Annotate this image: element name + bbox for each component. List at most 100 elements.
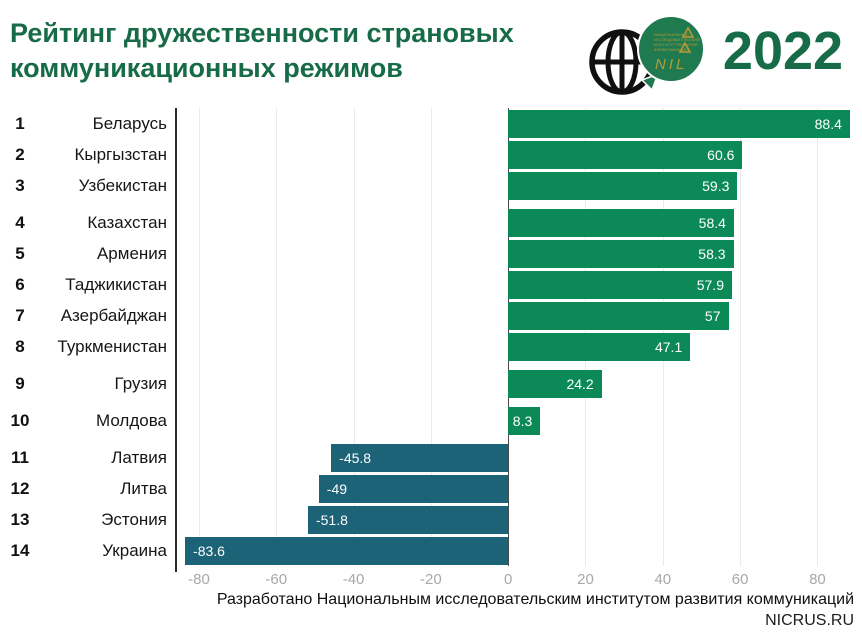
rank-label: 5 — [15, 243, 25, 263]
country-label: Литва — [120, 478, 167, 498]
chart-rows: 1 Беларусь 88.4 2 Кыргызстан 60.6 3 Узбекистан 5… — [0, 108, 862, 566]
x-axis-tick-label: -80 — [188, 571, 210, 588]
logo-acronym: NIL — [655, 56, 687, 73]
x-axis-labels: -80 -60 -40 -20 0 20 40 60 80 — [175, 566, 858, 590]
value-label: -51.8 — [315, 511, 348, 528]
x-axis-tick-label: -20 — [420, 571, 442, 588]
bar-area: -83.6 — [175, 536, 858, 565]
page-title: Рейтинг дружественности страновых коммун… — [10, 16, 584, 85]
page-title-line2: коммуникационных режимов — [10, 52, 403, 83]
value-bar: 88.4 — [508, 109, 850, 138]
value-bar: 59.3 — [508, 171, 738, 200]
chart-row: 6 Таджикистан 57.9 — [0, 269, 862, 300]
value-label: -45.8 — [339, 449, 372, 466]
value-bar: 47.1 — [508, 332, 691, 361]
rank-label: 7 — [15, 305, 25, 325]
value-label: 24.2 — [566, 375, 594, 392]
y-axis-tick — [175, 566, 177, 572]
header: Рейтинг дружественности страновых коммун… — [0, 0, 862, 95]
value-label: 58.3 — [698, 245, 726, 262]
chart-row: 11 Латвия -45.8 — [0, 442, 862, 473]
institute-logo: НАЦИОНАЛЬНЫЙ ИССЛЕДОВАТЕЛЬСКИЙ ИНСТИТУТ … — [589, 15, 705, 95]
value-bar: 24.2 — [508, 369, 602, 398]
value-bar: 57.9 — [508, 270, 732, 299]
value-bar: 8.3 — [508, 406, 541, 435]
chart-row: 12 Литва -49 — [0, 473, 862, 504]
rank-label: 11 — [11, 447, 29, 467]
country-label: Казахстан — [87, 212, 167, 232]
rank-label: 9 — [15, 373, 25, 393]
country-label: Таджикистан — [65, 274, 167, 294]
bar-area: 57.9 — [175, 270, 858, 299]
chart-row: 13 Эстония -51.8 — [0, 504, 862, 535]
rank-label: 6 — [15, 274, 25, 294]
value-bar: 58.3 — [508, 239, 734, 268]
bar-area: 60.6 — [175, 140, 858, 169]
gridline — [817, 108, 819, 566]
chart-row: 10 Молдова 8.3 — [0, 405, 862, 436]
rank-label: 4 — [15, 212, 25, 232]
gridline — [740, 108, 742, 566]
value-label: 60.6 — [707, 146, 735, 163]
logo-text-line2: ИССЛЕДОВАТЕЛЬСКИЙ — [654, 37, 700, 42]
bar-area: 24.2 — [175, 369, 858, 398]
x-axis-tick-label: 60 — [731, 571, 749, 588]
rank-label: 10 — [10, 410, 30, 430]
value-label: 57 — [704, 307, 721, 324]
rank-label: 2 — [15, 144, 25, 164]
rank-label: 14 — [10, 540, 30, 560]
chart-row: 5 Армения 58.3 — [0, 238, 862, 269]
logo-text-line3: ИНСТИТУТ РАЗВИТИЯ — [654, 42, 698, 47]
year-label: 2022 — [722, 21, 844, 81]
chart-row: 2 Кыргызстан 60.6 — [0, 139, 862, 170]
rank-label: 8 — [15, 336, 25, 356]
value-bar: 60.6 — [508, 140, 743, 169]
value-bar: 57 — [508, 301, 729, 330]
chart-row: 3 Узбекистан 59.3 — [0, 170, 862, 201]
x-axis-tick-label: 20 — [577, 571, 594, 588]
value-bar: -49 — [318, 474, 509, 503]
rank-label: 12 — [10, 478, 30, 498]
bar-area: 47.1 — [175, 332, 858, 361]
chart-row: 8 Туркменистан 47.1 — [0, 331, 862, 362]
value-bar: -51.8 — [307, 505, 509, 534]
x-axis-tick-label: -40 — [342, 571, 365, 588]
country-label: Латвия — [111, 447, 167, 467]
country-label: Узбекистан — [78, 175, 167, 195]
chart-row: 4 Казахстан 58.4 — [0, 207, 862, 238]
site-label: NICRUS.RU — [765, 612, 854, 629]
country-label: Эстония — [101, 509, 167, 529]
value-bar: -45.8 — [331, 443, 509, 472]
value-bar: 58.4 — [508, 208, 734, 237]
speech-bubble-logo: НАЦИОНАЛЬНЫЙ ИССЛЕДОВАТЕЛЬСКИЙ ИНСТИТУТ … — [637, 15, 705, 92]
value-label: 88.4 — [814, 115, 842, 132]
credit-text: Разработано Национальным исследовательск… — [216, 591, 854, 608]
value-label: 58.4 — [698, 214, 726, 231]
logo-triangle-top — [681, 26, 695, 38]
page-title-line1: Рейтинг дружественности страновых — [10, 18, 514, 48]
bar-area: 57 — [175, 301, 858, 330]
logo-triangle-bottom — [678, 41, 692, 53]
value-label: 47.1 — [654, 338, 683, 355]
chart-row: 14 Украина -83.6 — [0, 535, 862, 566]
chart-row: 9 Грузия 24.2 — [0, 368, 862, 399]
country-label: Кыргызстан — [74, 144, 167, 164]
logo-text-line4: КОММУНИКАЦИЙ — [654, 47, 688, 52]
bar-area: 58.3 — [175, 239, 858, 268]
bar-area: 58.4 — [175, 208, 858, 237]
value-bar: -83.6 — [185, 536, 509, 565]
country-label: Армения — [96, 243, 167, 263]
gridline — [353, 108, 355, 566]
y-axis-line — [175, 108, 177, 566]
x-axis-tick-label: 40 — [654, 571, 672, 588]
bar-area: -45.8 — [175, 443, 858, 472]
country-label: Беларусь — [92, 113, 167, 133]
x-axis-tick-label: 80 — [809, 571, 826, 588]
bar-area: 59.3 — [175, 171, 858, 200]
gridline — [276, 108, 278, 566]
value-label: -83.6 — [193, 542, 225, 559]
value-label: 59.3 — [702, 177, 730, 194]
rank-label: 13 — [10, 509, 30, 529]
x-axis-tick-label: 0 — [504, 571, 513, 588]
country-label: Грузия — [114, 373, 167, 393]
